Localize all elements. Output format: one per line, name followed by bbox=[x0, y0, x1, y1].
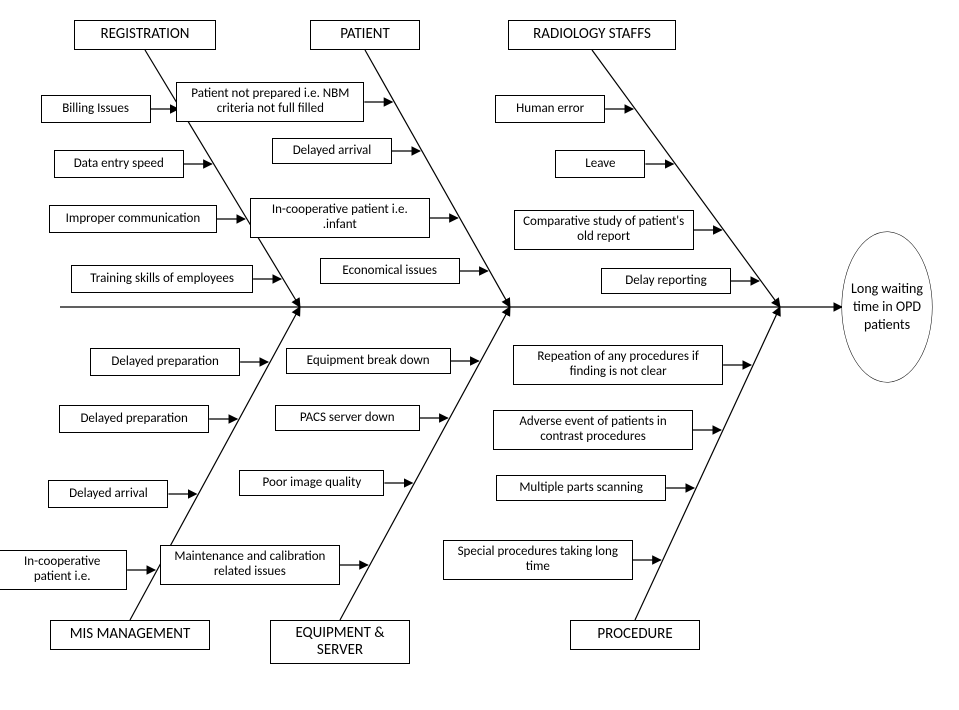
cause-node: Patient not prepared i.e. NBM criteria n… bbox=[176, 82, 364, 122]
cause-label: Comparative study of patient's old repor… bbox=[521, 215, 687, 245]
cause-node: Improper communication bbox=[49, 205, 217, 233]
cause-label: Delayed arrival bbox=[69, 487, 148, 502]
cause-label: In-cooperative patient i.e. .infant bbox=[257, 203, 423, 233]
cause-node: Billing Issues bbox=[41, 95, 151, 123]
cause-label: Maintenance and calibration related issu… bbox=[167, 550, 333, 580]
category-label: REGISTRATION bbox=[101, 26, 190, 43]
cause-node: Delayed arrival bbox=[48, 480, 168, 508]
cause-label: PACS server down bbox=[300, 411, 395, 426]
cause-label: Delayed arrival bbox=[293, 144, 372, 159]
cause-label: Multiple parts scanning bbox=[519, 481, 643, 496]
cause-node: Multiple parts scanning bbox=[496, 475, 666, 501]
cause-node: Adverse event of patients in contrast pr… bbox=[493, 410, 693, 450]
category-patient: PATIENT bbox=[310, 20, 420, 50]
cause-node: Special procedures taking long time bbox=[443, 540, 633, 580]
category-label: EQUIPMENT & SERVER bbox=[277, 625, 403, 660]
effect-node: Long waiting time in OPD patients bbox=[842, 232, 932, 382]
cause-node: Data entry speed bbox=[54, 150, 184, 178]
cause-node: PACS server down bbox=[275, 405, 420, 431]
cause-node: Poor image quality bbox=[239, 470, 384, 496]
cause-node: Delayed arrival bbox=[272, 138, 392, 164]
cause-label: In-cooperative patient i.e. bbox=[4, 555, 120, 585]
category-label: PROCEDURE bbox=[597, 626, 672, 643]
cause-label: Repeation of any procedures if finding i… bbox=[520, 350, 716, 380]
cause-node: Delayed preparation bbox=[90, 348, 240, 376]
category-label: MIS MANAGEMENT bbox=[70, 626, 191, 643]
cause-label: Special procedures taking long time bbox=[450, 545, 626, 575]
category-procedure: PROCEDURE bbox=[570, 620, 700, 650]
cause-node: Delay reporting bbox=[601, 268, 731, 294]
cause-label: Adverse event of patients in contrast pr… bbox=[500, 415, 686, 445]
cause-node: Human error bbox=[495, 95, 605, 123]
cause-label: Delay reporting bbox=[625, 274, 707, 289]
cause-label: Training skills of employees bbox=[90, 272, 234, 287]
cause-node: In-cooperative patient i.e. .infant bbox=[250, 198, 430, 238]
category-registration: REGISTRATION bbox=[74, 20, 216, 50]
cause-label: Economical issues bbox=[342, 264, 437, 279]
category-equipment: EQUIPMENT & SERVER bbox=[270, 620, 410, 664]
category-label: PATIENT bbox=[340, 26, 390, 43]
cause-node: Repeation of any procedures if finding i… bbox=[513, 345, 723, 385]
cause-label: Billing Issues bbox=[62, 102, 129, 117]
category-radiology: RADIOLOGY STAFFS bbox=[508, 20, 676, 50]
cause-label: Patient not prepared i.e. NBM criteria n… bbox=[183, 87, 357, 117]
cause-node: Training skills of employees bbox=[71, 265, 253, 293]
cause-label: Data entry speed bbox=[74, 157, 164, 172]
cause-node: Economical issues bbox=[320, 258, 460, 284]
cause-label: Delayed preparation bbox=[111, 355, 218, 370]
category-mis: MIS MANAGEMENT bbox=[50, 620, 210, 650]
cause-label: Improper communication bbox=[66, 212, 201, 227]
cause-node: Delayed preparation bbox=[59, 405, 209, 433]
cause-label: Equipment break down bbox=[307, 354, 430, 369]
cause-node: Comparative study of patient's old repor… bbox=[514, 210, 694, 250]
effect-label: Long waiting time in OPD patients bbox=[850, 280, 924, 335]
cause-node: Maintenance and calibration related issu… bbox=[160, 545, 340, 585]
cause-label: Delayed preparation bbox=[80, 412, 187, 427]
category-label: RADIOLOGY STAFFS bbox=[533, 26, 651, 43]
cause-label: Leave bbox=[585, 157, 615, 172]
cause-node: Equipment break down bbox=[286, 348, 451, 374]
cause-node: Leave bbox=[555, 150, 645, 178]
cause-node: In-cooperative patient i.e. bbox=[0, 550, 127, 590]
cause-label: Human error bbox=[516, 102, 584, 117]
cause-label: Poor image quality bbox=[263, 476, 362, 491]
